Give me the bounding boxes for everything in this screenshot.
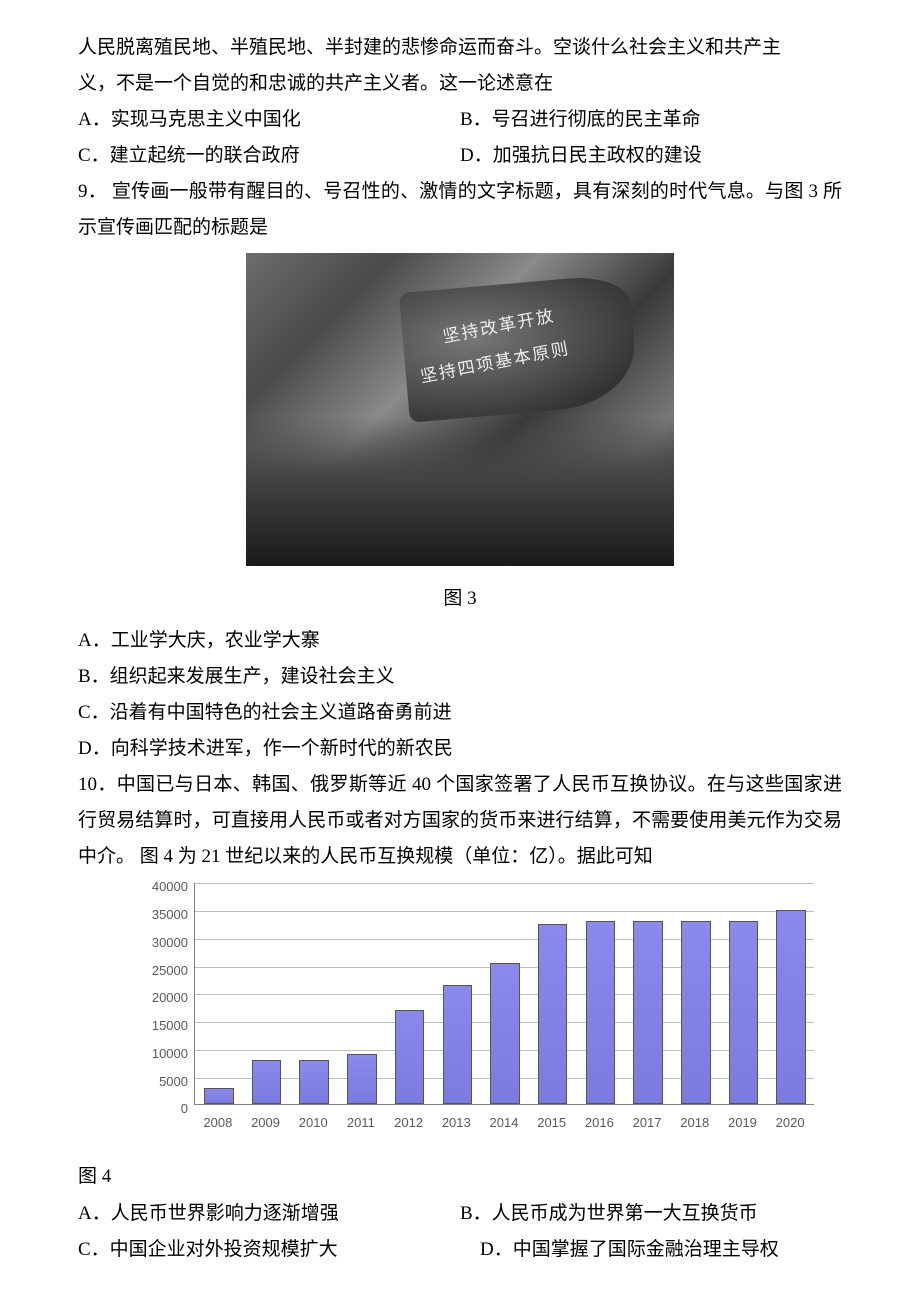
chart-x-tick-label: 2017 [623, 1111, 671, 1136]
chart-y-tick-label: 25000 [124, 959, 188, 984]
q8-option-c[interactable]: C．建立起统一的联合政府 [78, 138, 460, 174]
figure-3-image: 坚持改革开放 坚持四项基本原则 [246, 253, 674, 566]
chart-bar [490, 963, 520, 1105]
chart-bar [633, 921, 663, 1104]
chart-y-tick-label: 20000 [124, 986, 188, 1011]
figure-3-caption: 图 3 [78, 581, 842, 617]
q8-option-a[interactable]: A．实现马克思主义中国化 [78, 102, 460, 138]
chart-x-tick-label: 2010 [289, 1111, 337, 1136]
chart-gridline [195, 911, 814, 912]
chart-x-tick-label: 2009 [242, 1111, 290, 1136]
chart-bar [347, 1054, 377, 1104]
q9-option-b[interactable]: B．组织起来发展生产，建设社会主义 [78, 659, 842, 695]
chart-x-tick-label: 2013 [432, 1111, 480, 1136]
chart-y-tick-label: 5000 [124, 1070, 188, 1095]
chart-x-tick-label: 2020 [766, 1111, 814, 1136]
figure-4-label: 图 4 [78, 1159, 842, 1195]
q9-option-d[interactable]: D．向科学技术进军，作一个新时代的新农民 [78, 731, 842, 767]
q10-option-d[interactable]: D．中国掌握了国际金融治理主导权 [460, 1232, 842, 1268]
q9-option-c[interactable]: C．沿着有中国特色的社会主义道路奋勇前进 [78, 695, 842, 731]
q10-option-c[interactable]: C．中国企业对外投资规模扩大 [78, 1232, 460, 1268]
q8-option-d[interactable]: D．加强抗日民主政权的建设 [460, 138, 842, 174]
chart-x-tick-label: 2008 [194, 1111, 242, 1136]
chart-y-tick-label: 30000 [124, 931, 188, 956]
chart-x-tick-label: 2019 [719, 1111, 767, 1136]
chart-x-tick-label: 2018 [671, 1111, 719, 1136]
q10-option-a[interactable]: A．人民币世界影响力逐渐增强 [78, 1196, 460, 1232]
chart-bar [586, 921, 616, 1104]
chart-x-tick-label: 2014 [480, 1111, 528, 1136]
figure-3-flag: 坚持改革开放 坚持四项基本原则 [399, 273, 639, 423]
q10-option-b[interactable]: B．人民币成为世界第一大互换货币 [460, 1196, 842, 1232]
q8-cont-line1: 人民脱离殖民地、半殖民地、半封建的悲惨命运而奋斗。空谈什么社会主义和共产主 [78, 30, 842, 66]
chart-y-tick-label: 15000 [124, 1014, 188, 1039]
chart-gridline [195, 939, 814, 940]
chart-plot [194, 883, 814, 1105]
q8-option-b[interactable]: B．号召进行彻底的民主革命 [460, 102, 842, 138]
q9-stem: 9． 宣传画一般带有醒目的、号召性的、激情的文字标题，具有深刻的时代气息。与图 … [78, 174, 842, 246]
chart-bar [395, 1010, 425, 1104]
chart-bar [204, 1088, 234, 1105]
chart-bar [443, 985, 473, 1104]
q10-options: A．人民币世界影响力逐渐增强 B．人民币成为世界第一大互换货币 C．中国企业对外… [78, 1196, 842, 1268]
chart-x-tick-label: 2016 [576, 1111, 624, 1136]
chart-x-tick-label: 2012 [385, 1111, 433, 1136]
figure-3: 坚持改革开放 坚持四项基本原则 [78, 253, 842, 579]
rmb-swap-chart: 05000 10000 15000 2000025000 30000 35000 40000… [124, 875, 826, 1157]
q10-stem: 10．中国已与日本、韩国、俄罗斯等近 40 个国家签署了人民币互换协议。在与这些… [78, 767, 842, 875]
chart-gridline [195, 883, 814, 884]
figure-3-crowd [246, 416, 674, 566]
q8-options: A．实现马克思主义中国化 B．号召进行彻底的民主革命 C．建立起统一的联合政府 … [78, 102, 842, 174]
q9-option-a[interactable]: A．工业学大庆，农业学大寨 [78, 623, 842, 659]
q9-options: A．工业学大庆，农业学大寨 B．组织起来发展生产，建设社会主义 C．沿着有中国特… [78, 623, 842, 767]
chart-bar [776, 910, 806, 1104]
chart-bar [729, 921, 759, 1104]
chart-y-tick-label: 0 [124, 1097, 188, 1122]
chart-y-tick-label: 35000 [124, 903, 188, 928]
chart-bar [299, 1060, 329, 1104]
chart-bar [538, 924, 568, 1104]
chart-y-tick-label: 10000 [124, 1042, 188, 1067]
q8-cont-line2: 义，不是一个自觉的和忠诚的共产主义者。这一论述意在 [78, 66, 842, 102]
chart-y-tick-label: 40000 [124, 875, 188, 900]
chart-bar [252, 1060, 282, 1104]
chart-x-tick-label: 2011 [337, 1111, 385, 1136]
chart-bar [681, 921, 711, 1104]
chart-x-tick-label: 2015 [528, 1111, 576, 1136]
